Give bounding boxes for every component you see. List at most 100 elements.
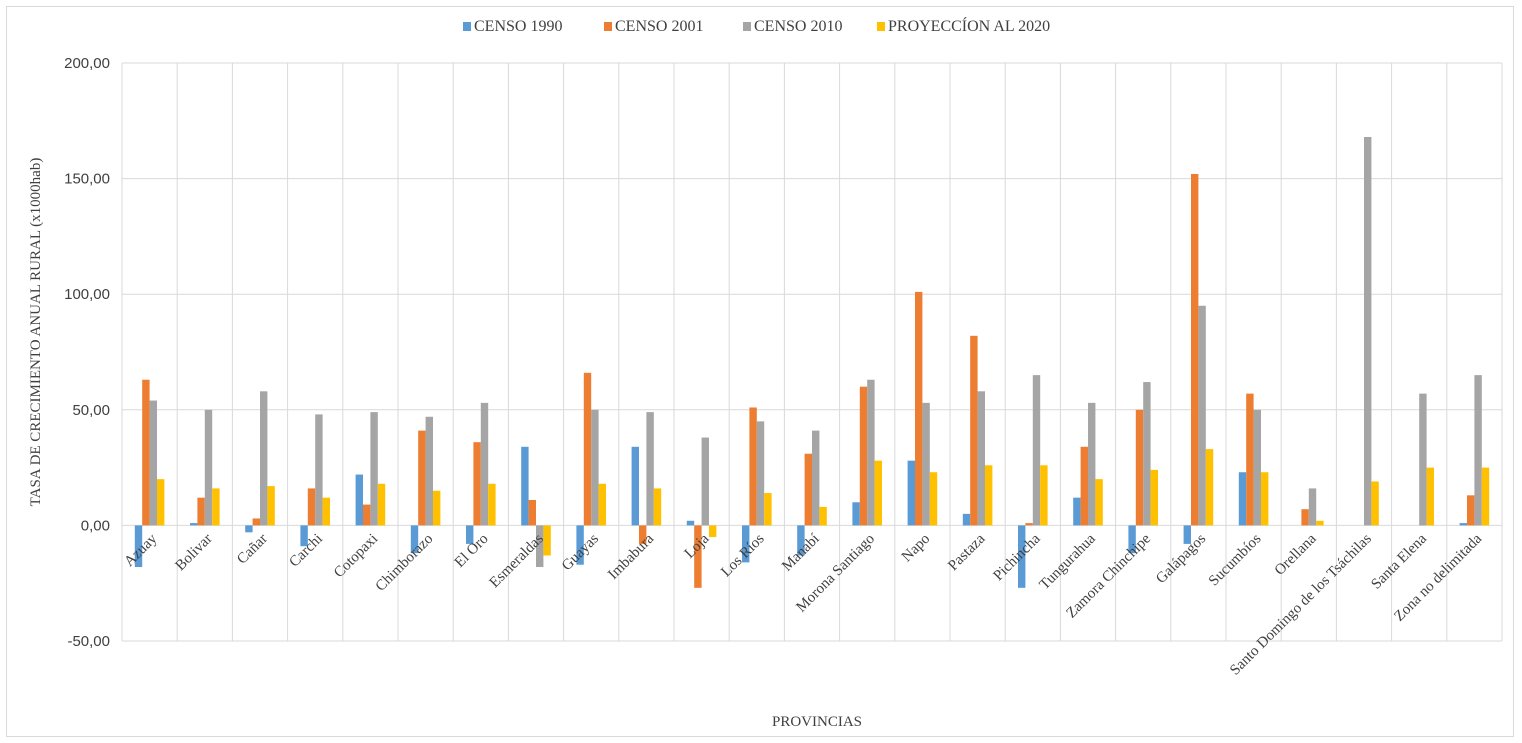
bar <box>915 291 923 526</box>
x-tick-label: Loja <box>682 531 713 562</box>
gridlines <box>121 62 1503 642</box>
bar <box>149 400 157 526</box>
bar <box>410 525 419 554</box>
bar <box>686 520 695 526</box>
bar <box>1301 509 1309 526</box>
x-tick-label: Orellana <box>1272 531 1320 579</box>
bar <box>1467 495 1475 526</box>
bar <box>797 525 805 556</box>
bar <box>252 518 260 526</box>
bar <box>646 412 654 526</box>
y-tick-label: 150,00 <box>64 171 110 188</box>
bar <box>1459 523 1467 526</box>
x-tick-label: Galápagos <box>1153 531 1209 587</box>
bar <box>418 430 426 526</box>
y-tick-label: 50,00 <box>72 402 110 419</box>
bar <box>929 472 938 526</box>
bar <box>1018 525 1026 588</box>
bar <box>528 499 536 526</box>
bar <box>1246 393 1254 526</box>
bar <box>812 430 820 526</box>
bar <box>157 479 165 526</box>
bar <box>1191 173 1199 526</box>
y-axis-title: TASA DE CRECIMIENTO ANUAL RURAL (x1000ha… <box>28 158 44 507</box>
bar <box>1238 472 1247 526</box>
bar <box>583 372 592 526</box>
bar <box>1316 520 1324 526</box>
bar <box>370 412 378 526</box>
x-tick-label: Sucumbíos <box>1206 531 1265 590</box>
bar <box>576 525 584 565</box>
bar <box>639 525 647 544</box>
bar <box>709 525 717 537</box>
bar <box>1308 488 1317 526</box>
bar <box>1150 469 1158 526</box>
bar <box>425 416 433 526</box>
bar <box>1095 479 1103 526</box>
bar <box>922 402 930 526</box>
bar <box>749 407 757 526</box>
bar <box>1371 481 1379 526</box>
bar <box>694 525 702 588</box>
bar <box>804 453 812 526</box>
x-tick-label: Cotopaxi <box>331 531 381 581</box>
bar <box>488 483 496 526</box>
bar <box>466 525 474 544</box>
bar <box>756 421 765 526</box>
bar <box>355 474 363 526</box>
bar <box>701 437 709 526</box>
bar <box>852 502 860 526</box>
y-tick-label: -50,00 <box>67 633 110 650</box>
bar <box>1253 409 1261 526</box>
bar <box>543 525 551 556</box>
chart-frame <box>6 6 1514 737</box>
x-tick-label: Napo <box>899 531 933 565</box>
bar <box>1088 402 1096 526</box>
bar <box>819 506 827 526</box>
bar <box>1080 446 1088 526</box>
bar <box>1419 393 1427 526</box>
y-tick-label: 0,00 <box>81 517 110 534</box>
y-tick-label: 200,00 <box>64 55 110 72</box>
bar <box>267 486 275 526</box>
bar <box>970 335 978 526</box>
bar <box>363 504 371 526</box>
bar <box>433 490 441 526</box>
bar <box>1205 449 1214 526</box>
bar <box>1025 523 1033 526</box>
bar <box>591 409 599 526</box>
bar <box>197 497 205 526</box>
bar <box>212 488 220 526</box>
bar <box>907 460 915 526</box>
bar <box>859 386 868 526</box>
bar <box>307 488 316 526</box>
bar <box>1073 497 1081 526</box>
bar <box>742 525 750 563</box>
bar <box>985 465 993 526</box>
x-axis-title: PROVINCIAS <box>772 714 862 730</box>
x-tick-label: Chimborazo <box>373 531 437 595</box>
x-tick-label: Cañar <box>234 531 271 568</box>
x-tick-label: Pastaza <box>945 531 988 574</box>
legend-swatch <box>463 22 471 31</box>
legend-label: PROYECCÍON AL 2020 <box>888 16 1050 35</box>
legend: CENSO 1990 CENSO 2001 CENSO 2010 PROYECCÍON… <box>463 16 1050 35</box>
legend-swatch <box>743 22 751 31</box>
bar <box>260 391 268 526</box>
bar <box>764 493 772 526</box>
bar <box>1183 525 1191 544</box>
bar <box>322 497 330 526</box>
bar <box>1040 465 1048 526</box>
bar <box>480 402 489 526</box>
bar <box>204 409 213 526</box>
bar <box>190 523 198 526</box>
bar <box>1143 382 1151 526</box>
legend-label: CENSO 2010 <box>754 18 842 35</box>
legend-label: CENSO 2001 <box>615 18 703 35</box>
bar <box>1481 467 1490 526</box>
bar <box>1364 136 1372 526</box>
bar <box>867 379 875 526</box>
y-axis-ticks: 200,00 150,00 100,00 50,00 0,00 -50,00 <box>64 55 110 650</box>
legend-swatch <box>877 22 885 31</box>
